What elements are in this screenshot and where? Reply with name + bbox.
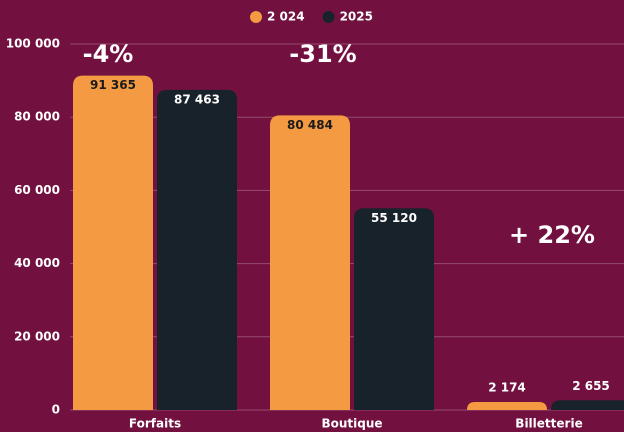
y-tick-label: 20 000 (14, 329, 60, 343)
bar (157, 89, 237, 410)
x-tick-label: Boutique (321, 417, 382, 431)
legend-swatch (250, 11, 262, 23)
annotation: + 22% (509, 221, 595, 249)
legend-label: 2025 (340, 10, 373, 24)
bar (467, 402, 547, 410)
bar (73, 75, 153, 411)
value-label: 80 484 (287, 118, 333, 132)
y-tick-label: 100 000 (6, 37, 60, 51)
value-label: 2 655 (572, 379, 610, 393)
legend-swatch (322, 11, 335, 23)
y-tick-label: 40 000 (14, 256, 60, 270)
bar (551, 400, 624, 410)
annotation: -4% (83, 40, 134, 68)
bar (354, 208, 434, 410)
value-label: 87 463 (174, 92, 220, 106)
x-tick-label: Billetterie (515, 417, 582, 431)
x-tick-label: Forfaits (129, 417, 181, 431)
annotation: -31% (289, 40, 356, 68)
value-label: 91 365 (90, 78, 136, 92)
y-tick-label: 80 000 (14, 110, 60, 124)
bar (270, 115, 350, 410)
value-label: 55 120 (371, 211, 417, 225)
legend: 2 024 2025 (250, 10, 373, 24)
legend-label: 2 024 (267, 10, 305, 24)
value-label: 2 174 (488, 381, 526, 395)
y-tick-label: 60 000 (14, 183, 60, 197)
y-tick-label: 0 (52, 403, 60, 417)
